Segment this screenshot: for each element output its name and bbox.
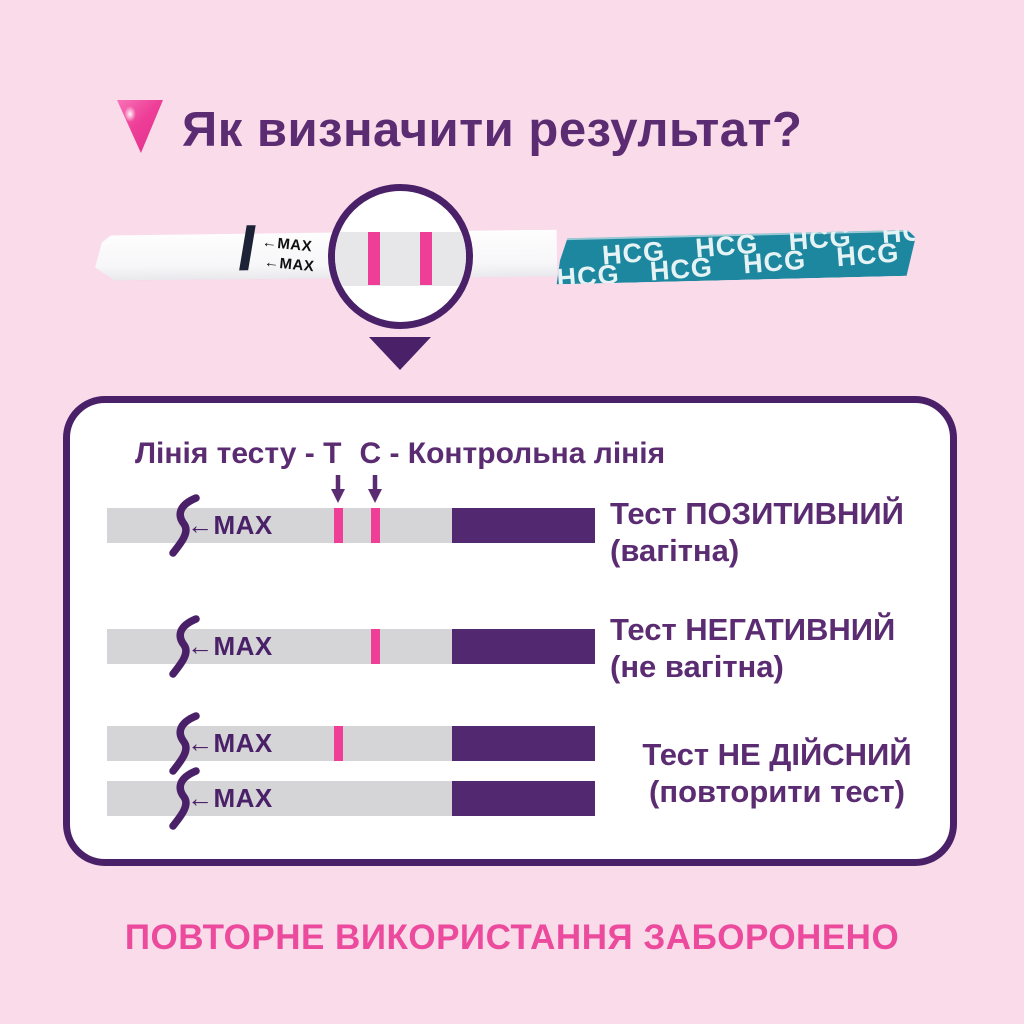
pink-triangle-logo-icon bbox=[117, 100, 163, 153]
max-label: ←MAX bbox=[187, 728, 273, 758]
legend-test-line-label: Лінія тесту - Т bbox=[135, 437, 342, 470]
max-label: ←MAX bbox=[187, 510, 273, 540]
test-strip-hcg-handle: HCG HCG HCG HCG H HCG HCG HCG HCG H bbox=[556, 230, 917, 285]
break-squiggle-icon bbox=[169, 494, 200, 557]
control-line bbox=[420, 232, 432, 285]
strip-row-invalid-bottom: ←MAX bbox=[107, 767, 595, 830]
reuse-forbidden-warning: ПОВТОРНЕ ВИКОРИСТАННЯ ЗАБОРОНЕНО bbox=[124, 918, 900, 957]
max-label: ←MAX bbox=[187, 783, 273, 813]
line-legend: Лінія тесту - Т С - Контрольна лінія bbox=[135, 437, 665, 471]
break-squiggle-icon bbox=[169, 615, 200, 678]
arrow-down-pointer-icon bbox=[369, 337, 431, 370]
control-line bbox=[371, 629, 380, 664]
test-strip-white-part bbox=[95, 230, 557, 281]
strip-end-block bbox=[452, 726, 595, 761]
strip-row-negative: ←MAX bbox=[107, 615, 595, 678]
result-line2: (не вагітна) bbox=[610, 649, 784, 684]
result-window bbox=[335, 232, 466, 286]
test-line bbox=[334, 508, 343, 543]
result-line1: Тест НЕ ДІЙСНИЙ bbox=[642, 737, 912, 772]
test-strip-photo: ←MAX ←MAX HCG HCG HCG HCG H HCG HCG HCG … bbox=[90, 218, 931, 295]
c-arrow-down-icon bbox=[368, 475, 382, 503]
result-line1: Тест ПОЗИТИВНИЙ bbox=[610, 496, 904, 531]
result-caption-invalid: Тест НЕ ДІЙСНИЙ (повторити тест) bbox=[612, 736, 942, 810]
break-squiggle-icon bbox=[169, 767, 200, 830]
legend-control-line-label: С - Контрольна лінія bbox=[359, 437, 666, 470]
result-line2: (повторити тест) bbox=[649, 774, 905, 809]
page-title: Як визначити результат? bbox=[182, 103, 803, 157]
strip-end-block bbox=[452, 629, 595, 664]
strip-row-invalid-top: ←MAX bbox=[107, 712, 595, 775]
strip-end-block bbox=[452, 781, 595, 816]
strip-end-block bbox=[452, 508, 595, 543]
test-line bbox=[368, 232, 380, 285]
strip-row-positive: ←MAX bbox=[107, 494, 595, 557]
result-caption-negative: Тест НЕГАТИВНИЙ (не вагітна) bbox=[610, 611, 895, 685]
test-line bbox=[334, 726, 343, 761]
max-label: ←MAX bbox=[187, 631, 273, 661]
t-arrow-down-icon bbox=[331, 475, 345, 503]
result-line1: Тест НЕГАТИВНИЙ bbox=[610, 612, 896, 647]
control-line bbox=[371, 508, 380, 543]
break-squiggle-icon bbox=[169, 712, 200, 775]
magnifier-circle bbox=[328, 184, 473, 329]
result-caption-positive: Тест ПОЗИТИВНИЙ (вагітна) bbox=[610, 495, 904, 569]
result-line2: (вагітна) bbox=[610, 533, 740, 568]
